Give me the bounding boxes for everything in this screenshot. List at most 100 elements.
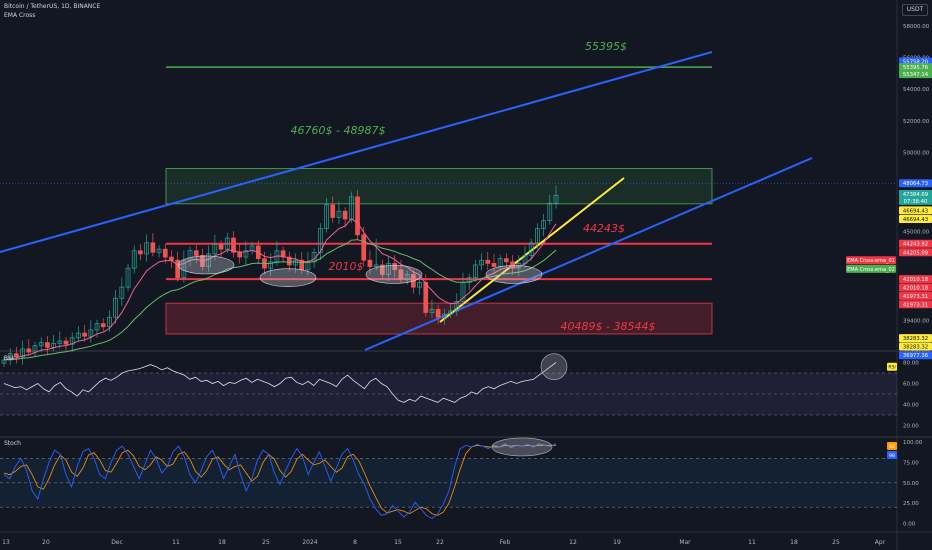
stoch-value-tag-label: 92 bbox=[889, 444, 895, 450]
stoch-value-tag bbox=[887, 451, 897, 459]
candle-body bbox=[448, 310, 453, 315]
candle-body bbox=[330, 204, 336, 218]
rsi-tick-label: 20.00 bbox=[903, 424, 919, 430]
candle-body bbox=[280, 250, 286, 258]
price-tag-label: 44205.09 bbox=[903, 250, 928, 256]
price-tag-label: 42010.18 bbox=[903, 277, 929, 283]
low-level-annotation: 2010$ bbox=[329, 260, 364, 273]
price-tag-label: 42010.18 bbox=[903, 285, 929, 291]
price-tag-label: 38283.32 bbox=[903, 345, 928, 351]
time-tick-label: 11 bbox=[172, 539, 180, 546]
ema-cross-indicator-label[interactable]: EMA Cross bbox=[4, 12, 36, 19]
stoch-k-line bbox=[3, 443, 557, 520]
rsi-line bbox=[3, 362, 557, 403]
price-tag-label: 41973.31 bbox=[903, 294, 928, 300]
highlight-ellipse bbox=[485, 265, 543, 284]
price-tag bbox=[899, 70, 932, 79]
time-tick-label: 20 bbox=[42, 539, 50, 546]
stoch-tick-label: 75.00 bbox=[903, 460, 919, 466]
price-tag bbox=[899, 206, 932, 215]
candle-body bbox=[224, 237, 230, 250]
price-tag bbox=[899, 239, 932, 248]
candle-body bbox=[268, 261, 274, 269]
lower-channel-line bbox=[364, 157, 813, 351]
price-tag bbox=[899, 334, 932, 343]
candle-body bbox=[20, 348, 25, 358]
candle-body bbox=[336, 210, 342, 218]
rsi-pane-label: RSI bbox=[4, 355, 14, 362]
candle-body bbox=[162, 248, 168, 258]
candle-body bbox=[429, 308, 435, 313]
candle-body bbox=[404, 274, 410, 280]
stoch-pane-label: Stoch bbox=[4, 440, 21, 447]
candle-body bbox=[541, 220, 546, 229]
chart-symbol-title: Bitcoin / TetherUS, 1D, BINANCE bbox=[4, 3, 101, 10]
price-tag bbox=[899, 275, 932, 284]
highlight-ellipse bbox=[259, 268, 317, 287]
price-tag-label: 38283.32 bbox=[903, 336, 928, 342]
stoch-tick-label: 25.00 bbox=[903, 501, 919, 507]
price-tag bbox=[899, 179, 932, 188]
candle-body bbox=[100, 323, 106, 328]
candle-body bbox=[88, 329, 94, 337]
price-tag-label: 48064.73 bbox=[903, 181, 928, 187]
candle-body bbox=[119, 286, 125, 299]
stoch-tick-label: 50.00 bbox=[903, 481, 919, 487]
candle-body bbox=[181, 259, 187, 278]
stoch-tick-label: 0.00 bbox=[903, 521, 916, 527]
candle-body bbox=[175, 259, 181, 278]
candle-body bbox=[355, 196, 360, 236]
ema-slow-line bbox=[3, 239, 557, 361]
time-tick-label: 18 bbox=[790, 539, 798, 546]
candle-body bbox=[26, 348, 32, 353]
candle-body bbox=[51, 343, 56, 348]
time-tick-label: 15 bbox=[394, 539, 402, 546]
ema-legend-tag bbox=[846, 256, 896, 265]
price-tag bbox=[899, 248, 932, 257]
candle-body bbox=[237, 251, 243, 258]
rsi-value-tag bbox=[887, 362, 897, 371]
time-tick-label: 25 bbox=[832, 539, 840, 546]
candle-body bbox=[535, 228, 540, 244]
resistance-zone-box bbox=[165, 168, 713, 205]
candle-body bbox=[466, 277, 472, 283]
time-tick-label: 8 bbox=[353, 539, 357, 546]
candle-body bbox=[7, 353, 13, 361]
candle-body bbox=[379, 264, 385, 275]
price-tag-label: 55758.20 bbox=[903, 59, 929, 65]
price-tag bbox=[899, 189, 932, 198]
candle-body bbox=[14, 353, 19, 358]
price-tick-label: 50000.00 bbox=[903, 151, 930, 157]
price-tag-label: 07:38:40 bbox=[904, 199, 928, 205]
time-tick-label: 11 bbox=[748, 539, 756, 546]
upper-channel-line bbox=[0, 51, 713, 253]
highlight-ellipse bbox=[177, 255, 235, 275]
price-tick-label: 58000.00 bbox=[903, 24, 930, 30]
price-tag bbox=[899, 283, 932, 292]
candle-body bbox=[485, 259, 491, 264]
stoch-value-tag-label: 98 bbox=[889, 453, 895, 459]
time-tick-label: Feb bbox=[500, 539, 511, 546]
rsi-tick-label: 40.00 bbox=[903, 403, 919, 409]
time-tick-label: 22 bbox=[436, 539, 444, 546]
rsi-band-background bbox=[0, 373, 897, 415]
rsi-tick-label: 60.00 bbox=[903, 382, 919, 388]
candle-body bbox=[479, 259, 484, 266]
candle-body bbox=[435, 308, 441, 318]
currency-selector-button[interactable]: USDT bbox=[902, 4, 928, 16]
candle-body bbox=[373, 264, 379, 267]
candle-body bbox=[442, 313, 447, 318]
price-tag-label: 55347.14 bbox=[903, 72, 929, 78]
candle-body bbox=[361, 234, 367, 261]
candle-body bbox=[212, 244, 218, 255]
candle-body bbox=[218, 244, 224, 250]
price-tick-label: 54000.00 bbox=[903, 87, 930, 93]
time-tick-label: 13 bbox=[2, 539, 10, 546]
candle-body bbox=[82, 332, 87, 337]
candle-body bbox=[231, 237, 236, 253]
candle-body bbox=[45, 342, 50, 348]
price-tag-label: 46694.43 bbox=[903, 208, 928, 214]
candle-body bbox=[76, 332, 81, 339]
rsi-highlight-circle bbox=[540, 353, 568, 381]
